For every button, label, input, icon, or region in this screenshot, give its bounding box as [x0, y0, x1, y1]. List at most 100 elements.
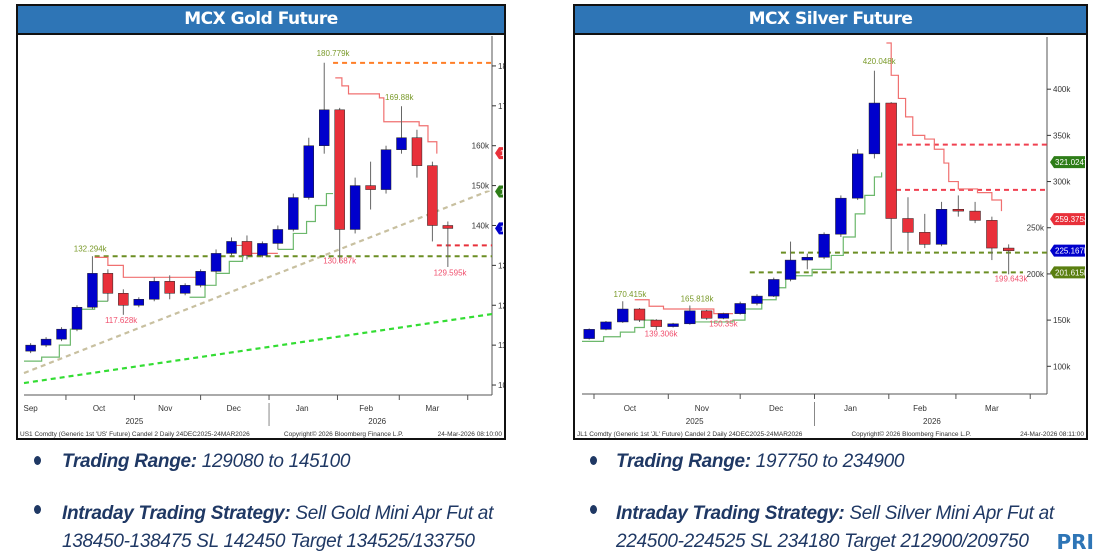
price-annotation: 180.779k: [317, 49, 351, 58]
candle-body: [149, 281, 159, 299]
candle-body: [735, 303, 746, 313]
candle: [903, 197, 914, 251]
candle: [752, 294, 763, 305]
candle: [288, 194, 298, 232]
candle: [319, 63, 329, 154]
x-tick-label: Mar: [426, 404, 440, 413]
candle: [869, 71, 880, 159]
candle-body: [919, 232, 930, 244]
candle: [211, 249, 221, 273]
silver-strategy: Intraday Trading Strategy: Sell Silver M…: [616, 500, 1054, 556]
candle: [118, 289, 128, 315]
gold-trading-range: Trading Range: 129080 to 145100: [62, 451, 350, 473]
y-tick-label: 350k: [1053, 131, 1071, 140]
x-tick-label: Nov: [695, 404, 709, 413]
x-tick-label: Dec: [227, 404, 241, 413]
candle-body: [103, 273, 113, 293]
gold-chart-title: MCX Gold Future: [18, 6, 504, 35]
gold-strategy: Intraday Trading Strategy: Sell Gold Min…: [62, 500, 493, 556]
candle-body: [227, 241, 237, 253]
candle: [335, 108, 345, 263]
candle: [304, 138, 314, 200]
price-tag-label: 201.615k: [1055, 268, 1086, 277]
x-tick-label: Jan: [844, 404, 857, 413]
price-annotation: 129.595k: [434, 268, 468, 277]
candle-body: [701, 311, 712, 318]
price-tag-label: 158.1349k: [500, 149, 504, 158]
x-tick-label: Mar: [985, 404, 999, 413]
candle: [668, 323, 679, 328]
y-tick-label: 150k: [472, 182, 490, 191]
candle: [701, 310, 712, 320]
candle: [227, 237, 237, 255]
candle-body: [87, 273, 97, 307]
brand-logo: PRI: [1057, 531, 1094, 553]
silver-strategy-line1: Sell Silver Mini Apr Fut at: [844, 503, 1053, 524]
price-annotation: 169.88k: [385, 93, 414, 102]
candle: [802, 254, 813, 270]
candle-body: [819, 234, 830, 257]
price-tag-label: 148.5073k: [500, 188, 504, 197]
year-label: 2026: [368, 417, 386, 426]
bullet-icon: [590, 456, 597, 465]
candle: [634, 308, 645, 322]
price-tag-label: 259.3753k: [1055, 215, 1086, 224]
candle: [57, 327, 67, 341]
candle: [103, 269, 113, 301]
candle: [180, 283, 190, 295]
price-annotation: 420.048k: [863, 57, 897, 66]
silver-strategy-label: Intraday Trading Strategy:: [616, 503, 844, 524]
stop-line: [278, 194, 333, 250]
candle-body: [986, 220, 997, 248]
price-annotation: 199.643k: [995, 274, 1029, 283]
x-tick-label: Sep: [24, 404, 39, 413]
silver-chart-title: MCX Silver Future: [575, 6, 1086, 35]
x-tick-label: Dec: [769, 404, 783, 413]
candle: [72, 305, 82, 331]
candle-body: [26, 345, 36, 351]
x-tick-label: Jan: [296, 404, 309, 413]
gold-candlestick-chart: 100k110k120k130k140k150k160k170k180kSepO…: [18, 33, 504, 438]
price-annotation: 130.687k: [323, 256, 357, 265]
y-tick-label: 300k: [1053, 178, 1071, 187]
year-label: 2025: [686, 417, 704, 426]
bullet-icon: [590, 505, 597, 514]
silver-strategy-line2: 224500-224525 SL 234180 Target 212900/20…: [616, 531, 1029, 552]
candle: [617, 301, 628, 323]
candle: [584, 328, 595, 339]
price-annotation: 139.306k: [645, 330, 679, 339]
candle-body: [903, 219, 914, 233]
silver-range-value: 197750 to 234900: [751, 451, 904, 472]
candle: [718, 313, 729, 319]
candle-body: [601, 322, 612, 329]
candle-body: [427, 166, 437, 226]
candle: [443, 221, 453, 266]
candle: [366, 162, 376, 210]
price-annotation: 170.415k: [613, 290, 647, 299]
candle-body: [970, 211, 981, 220]
price-annotation: 132.294k: [74, 244, 108, 253]
stop-line: [886, 43, 1001, 211]
candle: [785, 242, 796, 282]
y-tick-label: 100k: [498, 381, 504, 390]
y-tick-label: 180k: [498, 62, 504, 71]
candle: [397, 106, 407, 153]
candle-body: [381, 150, 391, 190]
candle-body: [1003, 248, 1014, 251]
candle-body: [936, 209, 947, 244]
candle: [768, 278, 779, 297]
candle-body: [273, 229, 283, 243]
candle-body: [41, 339, 51, 345]
candle-body: [953, 209, 964, 211]
candle: [134, 297, 144, 307]
y-tick-label: 100k: [1053, 362, 1071, 371]
y-tick-label: 140k: [472, 221, 490, 230]
candle-body: [668, 324, 679, 327]
price-annotation: 150.35k: [709, 320, 738, 329]
price-annotation: 165.818k: [681, 295, 715, 304]
y-tick-label: 400k: [1053, 85, 1071, 94]
gold-strategy-line1: Sell Gold Mini Apr Fut at: [290, 503, 493, 524]
price-tag-label: 321.0247k: [1055, 158, 1086, 167]
candle: [381, 146, 391, 194]
candle: [165, 275, 175, 299]
